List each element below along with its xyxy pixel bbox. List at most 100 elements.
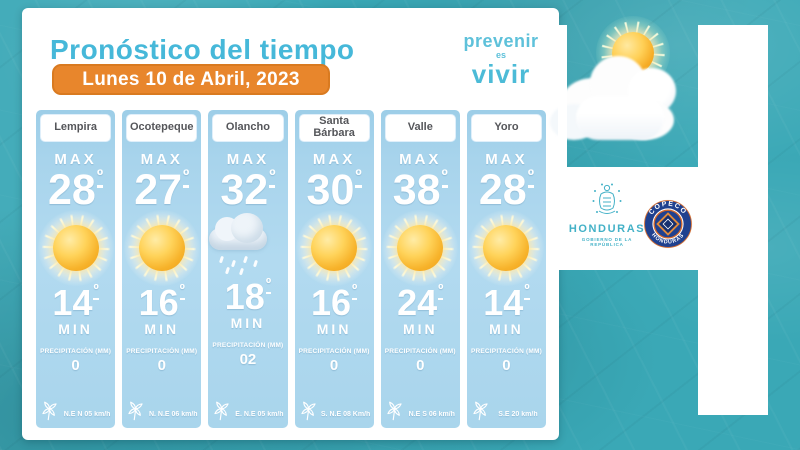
weather-icon (381, 210, 460, 286)
wind-row: N.E S 06 km/h (384, 399, 457, 422)
precipitation-value: 0 (416, 357, 425, 374)
wind-row: S.E 20 km/h (470, 399, 543, 422)
honduras-logo-subtitle: GOBIERNO DE LA REPÚBLICA (581, 237, 633, 247)
sun-icon (596, 16, 670, 90)
degree-symbol: º (351, 283, 358, 301)
wind-row: N.E N 05 km/h (39, 399, 112, 422)
weather-icon (36, 210, 115, 286)
max-temperature: 30º (306, 165, 362, 214)
degree-symbol: º (438, 283, 444, 301)
rain-cloud-icon (208, 213, 268, 276)
forecast-column: Santa Bárbara MAX 30º 16º MIN PRECIPITAC… (294, 110, 374, 428)
forecast-column: Ocotepeque MAX 27º 16º MIN PRECIPITACIÓN… (122, 110, 202, 428)
sun-icon (37, 210, 114, 286)
precipitation-value: 0 (329, 357, 339, 374)
region-name: Ocotepeque (126, 114, 198, 142)
forecast-columns: Lempira MAX 28º 14º MIN PRECIPITACIÓN (M… (36, 110, 547, 428)
region-name: Santa Bárbara (298, 114, 370, 142)
logo-band: HONDURAS GOBIERNO DE LA REPÚBLICA COPECO… (558, 167, 768, 270)
pinwheel-icon (387, 401, 402, 421)
min-temperature: 16º (138, 282, 185, 323)
copeco-logo: COPECO HONDURAS (643, 199, 693, 249)
sun-icon (382, 210, 459, 286)
min-label: MIN (230, 315, 266, 331)
region-name: Yoro (470, 114, 543, 142)
forecast-column: Yoro MAX 28º 14º MIN PRECIPITACIÓN (MM) … (466, 110, 547, 428)
wind-speed: S. N.E 08 Km/h (320, 411, 371, 418)
max-label: MAX (485, 151, 528, 168)
degree-symbol: º (93, 283, 99, 301)
precipitation-label: PRECIPITACIÓN (MM) (126, 348, 198, 355)
honduras-crest-icon (592, 183, 622, 214)
min-temperature: 14º (483, 282, 530, 323)
degree-symbol: º (96, 166, 104, 189)
max-temperature: 28º (478, 165, 534, 214)
forecast-card: Pronóstico del tiempo Lunes 10 de Abril,… (22, 8, 559, 440)
max-temperature: 32º (220, 165, 276, 214)
precipitation-label: PRECIPITACIÓN (MM) (470, 348, 542, 355)
max-temperature: 27º (134, 165, 190, 214)
pinwheel-icon (473, 401, 488, 421)
degree-symbol: º (269, 166, 276, 189)
min-label: MIN (316, 321, 352, 337)
honduras-logo-name: HONDURAS (568, 223, 646, 235)
precipitation-value: 0 (502, 357, 511, 374)
precipitation-label: PRECIPITACIÓN (MM) (212, 342, 284, 349)
min-temperature: 18º (224, 276, 272, 317)
wind-speed: S.E 20 km/h (498, 411, 538, 418)
wind-row: E. N.E 05 km/h (211, 399, 284, 422)
wind-speed: N. N.E 06 km/h (148, 411, 198, 418)
region-name: Lempira (40, 114, 112, 142)
max-temperature: 28º (48, 165, 104, 214)
degree-symbol: º (265, 277, 272, 295)
prevenir-es-vivir-logo: prevenir es vivir (453, 32, 549, 87)
campaign-line-3: vivir (471, 59, 531, 89)
region-name: Olancho (212, 114, 284, 142)
degree-symbol: º (524, 283, 530, 301)
precipitation-value: 0 (157, 357, 166, 374)
pinwheel-icon (300, 401, 316, 421)
forecast-column: Lempira MAX 28º 14º MIN PRECIPITACIÓN (M… (36, 110, 116, 428)
min-temperature: 24º (397, 282, 444, 323)
region-name: Valle (384, 114, 456, 142)
max-label: MAX (312, 151, 356, 168)
wind-speed: E. N.E 05 km/h (235, 411, 284, 418)
precipitation-value: 0 (71, 357, 80, 374)
max-temperature: 38º (392, 165, 448, 214)
honduras-government-logo: HONDURAS GOBIERNO DE LA REPÚBLICA (566, 181, 648, 247)
precipitation-value: 02 (239, 351, 257, 368)
wind-row: N. N.E 06 km/h (125, 399, 198, 422)
max-label: MAX (399, 151, 442, 168)
forecast-column: Olancho MAX 32º 18º MIN PRECIPITACIÓN (M… (208, 110, 288, 428)
degree-symbol: º (179, 283, 185, 301)
weather-icon (467, 210, 546, 286)
min-label: MIN (144, 321, 180, 337)
precipitation-label: PRECIPITACIÓN (MM) (40, 348, 112, 355)
min-label: MIN (402, 321, 438, 337)
date-banner: Lunes 10 de Abril, 2023 (52, 64, 330, 95)
weather-icon (122, 210, 201, 286)
degree-symbol: º (441, 166, 448, 189)
min-label: MIN (58, 321, 93, 337)
page-title: Pronóstico del tiempo (50, 34, 355, 65)
wind-speed: N.E N 05 km/h (63, 411, 111, 418)
pinwheel-icon (214, 401, 229, 421)
wind-speed: N.E S 06 km/h (408, 411, 455, 418)
sun-icon (123, 210, 200, 286)
max-label: MAX (54, 151, 97, 168)
sun-cloud-graphic (550, 0, 706, 167)
white-frame-sliver (558, 25, 567, 168)
sun-icon (296, 210, 373, 286)
sun-icon (468, 210, 545, 286)
degree-symbol: º (183, 166, 190, 189)
pinwheel-icon (42, 401, 57, 421)
precipitation-label: PRECIPITACIÓN (MM) (384, 348, 456, 355)
weather-icon (295, 210, 374, 286)
min-label: MIN (489, 321, 524, 337)
max-label: MAX (226, 151, 270, 168)
precipitation-label: PRECIPITACIÓN (MM) (298, 348, 370, 355)
max-label: MAX (140, 151, 183, 168)
min-temperature: 16º (310, 282, 358, 323)
degree-symbol: º (527, 166, 534, 189)
